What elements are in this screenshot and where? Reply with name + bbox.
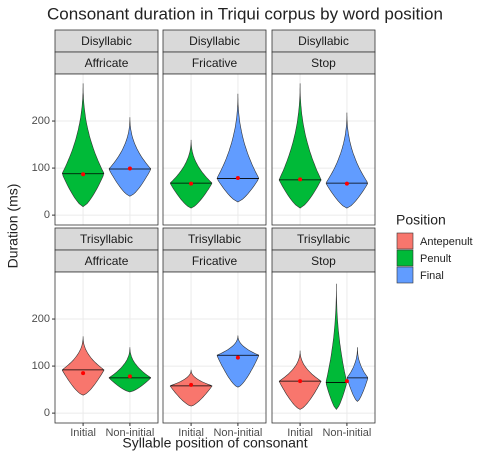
x-tick-label: Initial [178, 427, 204, 439]
y-axis-label: Duration (ms) [5, 184, 21, 269]
mean-point [235, 355, 240, 360]
mean-point [189, 382, 194, 387]
panel [55, 74, 158, 225]
legend-label: Antepenult [420, 236, 473, 248]
mean-point [298, 379, 303, 384]
panel-border [162, 73, 267, 226]
strip-label: Disyllabic [81, 34, 132, 48]
panel [163, 74, 266, 225]
legend-title: Position [396, 212, 446, 228]
legend-swatch [396, 232, 414, 250]
mean-point [344, 379, 349, 384]
mean-point [81, 172, 86, 177]
legend-label: Penult [420, 253, 451, 265]
x-tick-label: Initial [70, 427, 96, 439]
x-tick-label: Non-initial [213, 427, 262, 439]
panel [272, 74, 375, 225]
strip-label: Affricate [85, 254, 129, 268]
strip-label: Stop [311, 56, 336, 70]
violin [61, 336, 105, 396]
strip-label: Disyllabic [189, 34, 240, 48]
legend-swatch [396, 249, 414, 267]
violin [216, 93, 259, 203]
strip-label: Trisyllabic [188, 232, 241, 246]
violin [216, 335, 259, 388]
violin [170, 139, 212, 209]
violin [278, 83, 322, 209]
y-tick-label: 100 [32, 162, 50, 174]
x-tick-label: Non-initial [322, 427, 371, 439]
violin [346, 347, 369, 402]
legend-label: Final [420, 270, 444, 282]
panel [272, 272, 375, 423]
strip-label: Disyllabic [298, 34, 349, 48]
y-tick-label: 100 [32, 360, 50, 372]
legend-swatch [396, 266, 414, 284]
mean-point [235, 175, 240, 180]
y-tick-label: 200 [32, 313, 50, 325]
chart-title: Consonant duration in Triqui corpus by w… [47, 4, 443, 23]
mean-point [298, 177, 303, 182]
panel [163, 272, 266, 423]
violin [325, 283, 347, 410]
y-tick-label: 0 [44, 209, 50, 221]
panel-border [271, 271, 376, 424]
strip-label: Fricative [192, 56, 238, 70]
x-tick-label: Initial [287, 427, 313, 439]
x-tick-label: Non-initial [105, 427, 154, 439]
violin [169, 369, 213, 407]
panel-border [271, 73, 376, 226]
mean-point [81, 371, 86, 376]
strip-label: Stop [311, 254, 336, 268]
mean-point [127, 374, 132, 379]
mean-point [189, 181, 194, 186]
panel [55, 272, 158, 423]
mean-point [127, 166, 132, 171]
y-tick-label: 0 [44, 407, 50, 419]
strip-label: Trisyllabic [297, 232, 350, 246]
strip-label: Affricate [85, 56, 129, 70]
panel-border [54, 73, 159, 226]
strip-label: Fricative [192, 254, 238, 268]
panel-border [54, 271, 159, 424]
x-axis-label: Syllable position of consonant [122, 435, 307, 451]
violin [108, 117, 151, 197]
mean-point [344, 181, 349, 186]
violin [62, 83, 105, 208]
violin [326, 112, 368, 209]
violin [109, 347, 151, 393]
y-tick-label: 200 [32, 115, 50, 127]
panel-border [162, 271, 267, 424]
strip-label: Trisyllabic [80, 232, 133, 246]
